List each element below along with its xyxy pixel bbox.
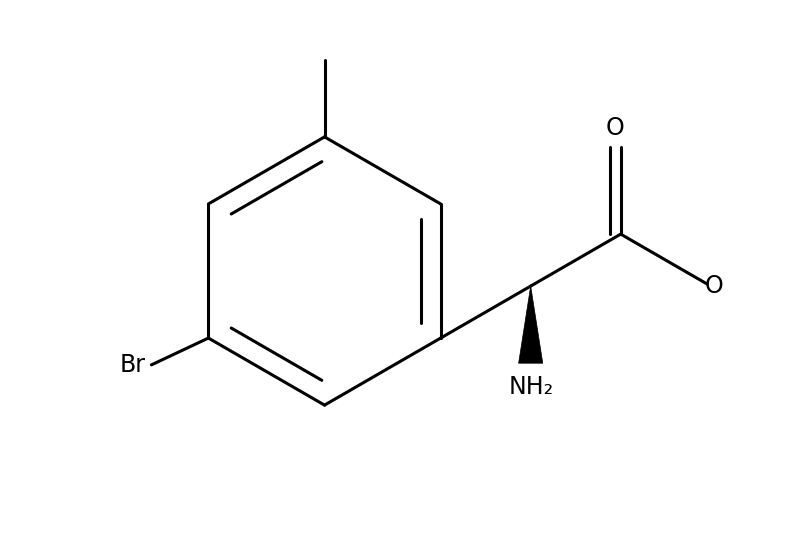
Text: O: O	[705, 274, 723, 298]
Polygon shape	[518, 286, 543, 363]
Text: NH₂: NH₂	[508, 375, 553, 399]
Text: O: O	[606, 116, 625, 140]
Text: Br: Br	[120, 353, 146, 377]
